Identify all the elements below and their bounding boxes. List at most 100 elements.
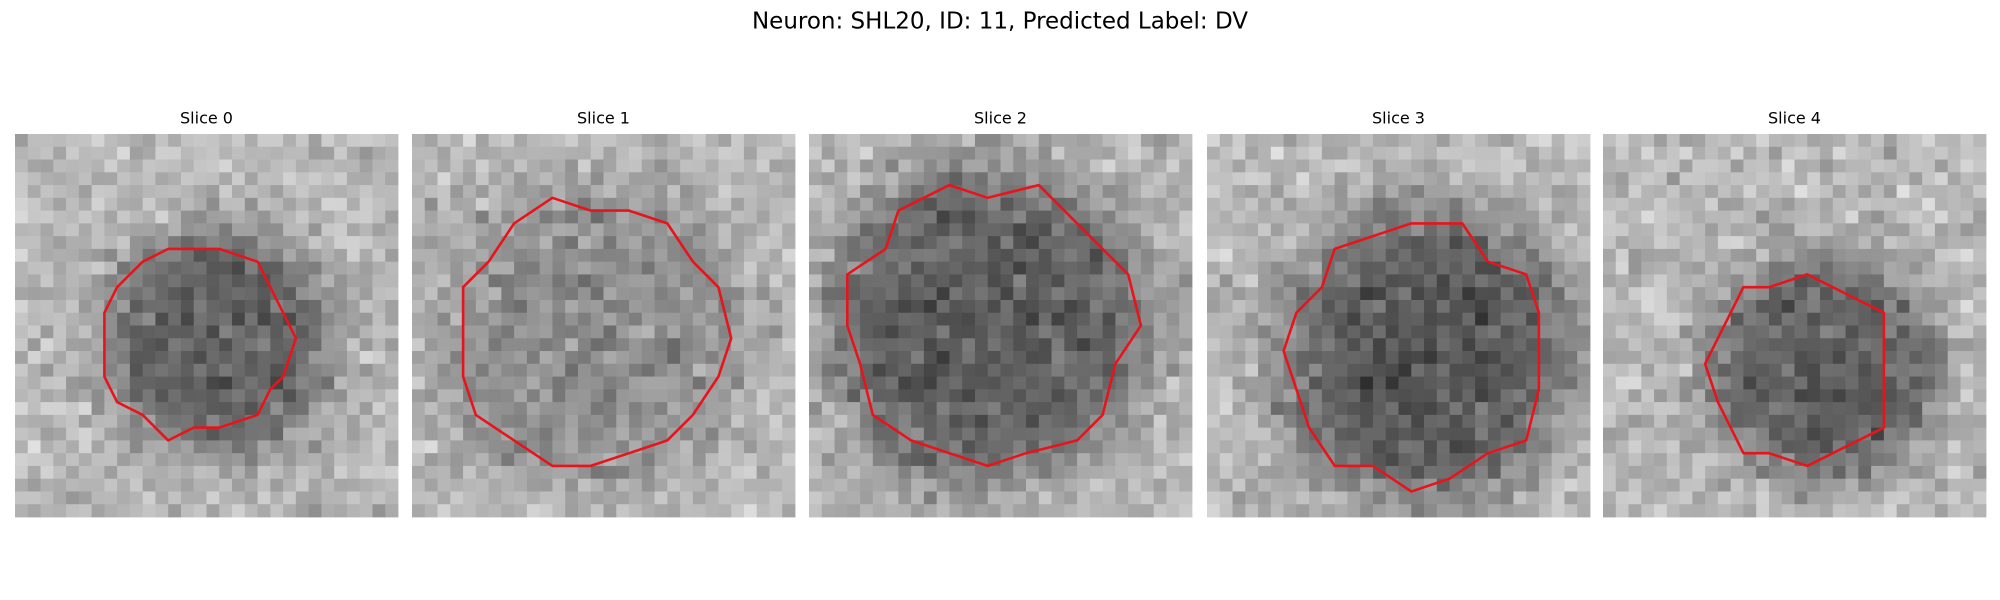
pixel — [1654, 172, 1668, 186]
pixel — [334, 453, 348, 467]
pixel — [1947, 299, 1961, 314]
pixel — [949, 338, 963, 352]
pixel — [1654, 134, 1668, 148]
pixel — [385, 363, 399, 377]
pixel — [936, 299, 950, 314]
pixel — [1360, 185, 1374, 199]
pixel — [1756, 504, 1770, 518]
pixel — [488, 351, 502, 365]
pixel — [1807, 172, 1821, 186]
pixel — [1449, 338, 1463, 352]
pixel — [923, 261, 938, 275]
pixel — [372, 351, 386, 365]
pixel — [1768, 389, 1783, 403]
pixel — [1372, 210, 1387, 224]
pixel — [450, 338, 464, 352]
pixel — [552, 146, 566, 160]
pixel — [53, 172, 67, 186]
pixel — [705, 223, 719, 237]
pixel — [641, 223, 655, 237]
pixel — [821, 287, 835, 301]
pixel — [1102, 453, 1116, 467]
pixel — [1411, 338, 1425, 352]
pixel — [1321, 172, 1336, 186]
pixel — [78, 210, 92, 224]
pixel — [1245, 223, 1259, 237]
pixel — [1832, 376, 1846, 390]
pixel — [1654, 504, 1668, 518]
pixel — [1654, 146, 1668, 160]
pixel — [590, 210, 604, 224]
pixel — [1730, 236, 1744, 250]
pixel — [1577, 172, 1591, 186]
pixel — [552, 465, 566, 480]
pixel — [321, 427, 335, 441]
pixel — [1538, 427, 1553, 441]
pixel — [1551, 376, 1565, 390]
pixel — [565, 351, 579, 365]
pixel — [40, 491, 54, 505]
slice-title: Slice 2 — [974, 109, 1027, 128]
pixel — [705, 414, 719, 429]
pixel — [1717, 414, 1732, 429]
pixel — [1858, 478, 1872, 492]
pixel — [743, 299, 758, 314]
pixel — [385, 504, 399, 518]
pixel — [641, 134, 655, 148]
pixel — [193, 453, 207, 467]
pixel — [1385, 402, 1399, 416]
pixel — [78, 172, 92, 186]
pixel — [15, 325, 29, 339]
pixel — [1692, 402, 1706, 416]
pixel — [1781, 248, 1795, 263]
pixel — [450, 197, 464, 211]
pixel — [680, 402, 694, 416]
pixel — [680, 376, 694, 390]
pixel — [180, 159, 195, 173]
pixel — [1615, 236, 1629, 250]
pixel — [1128, 389, 1142, 403]
pixel — [590, 312, 604, 326]
pixel — [539, 325, 553, 339]
pixel — [1360, 440, 1374, 454]
pixel — [1051, 172, 1065, 186]
pixel — [1051, 146, 1065, 160]
pixel — [756, 351, 770, 365]
pixel — [359, 261, 373, 275]
pixel — [372, 402, 386, 416]
pixel — [66, 389, 80, 403]
pixel — [1013, 197, 1027, 211]
pixel — [15, 236, 29, 250]
pixel — [1334, 274, 1348, 288]
pixel — [1654, 465, 1668, 480]
pixel — [1973, 134, 1987, 148]
pixel — [1845, 325, 1859, 339]
pixel — [308, 312, 322, 326]
pixel — [769, 248, 783, 263]
pixel — [1871, 453, 1885, 467]
pixel — [1372, 478, 1387, 492]
pixel — [603, 172, 617, 186]
pixel — [1654, 363, 1668, 377]
pixel — [1245, 172, 1259, 186]
pixel — [1013, 223, 1027, 237]
pixel — [1309, 389, 1323, 403]
pixel — [1115, 427, 1129, 441]
pixel — [641, 172, 655, 186]
pixel — [1026, 504, 1040, 518]
pixel — [936, 210, 950, 224]
pixel — [1615, 453, 1629, 467]
pixel — [117, 172, 131, 186]
pixel — [641, 427, 655, 441]
pixel — [1615, 427, 1629, 441]
pixel — [66, 210, 80, 224]
pixel — [1179, 172, 1193, 186]
pixel — [424, 248, 438, 263]
pixel — [1807, 210, 1821, 224]
pixel — [437, 389, 451, 403]
pixel — [117, 146, 131, 160]
pixel — [565, 338, 579, 352]
pixel — [1179, 185, 1193, 199]
pixel — [1207, 414, 1221, 429]
pixel — [860, 172, 874, 186]
